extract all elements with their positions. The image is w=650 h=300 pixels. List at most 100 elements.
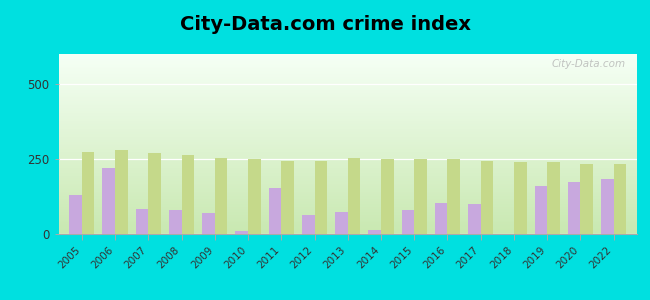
Bar [103, 168, 115, 234]
Bar [58, 110, 637, 111]
Bar [58, 198, 637, 199]
Bar [58, 151, 637, 152]
Bar [58, 70, 637, 71]
Bar [58, 137, 637, 138]
Bar [58, 126, 637, 127]
Bar [58, 85, 637, 86]
Bar [369, 230, 381, 234]
Bar [268, 188, 281, 234]
Bar [58, 156, 637, 157]
Bar [58, 130, 637, 131]
Bar [58, 201, 637, 202]
Bar [169, 210, 181, 234]
Bar [58, 106, 637, 107]
Bar [58, 74, 637, 75]
Bar [58, 82, 637, 83]
Bar [58, 132, 637, 133]
Bar [414, 159, 427, 234]
Bar [58, 118, 637, 119]
Bar [58, 123, 637, 124]
Bar [58, 145, 637, 146]
Bar [58, 92, 637, 93]
Bar [58, 166, 637, 167]
Bar [435, 202, 447, 234]
Bar [58, 122, 637, 123]
Bar [58, 55, 637, 56]
Bar [58, 56, 637, 57]
Bar [58, 80, 637, 81]
Bar [58, 67, 637, 68]
Bar [58, 144, 637, 145]
Bar [58, 88, 637, 89]
Bar [58, 60, 637, 61]
Bar [614, 164, 627, 234]
Bar [534, 186, 547, 234]
Bar [58, 54, 637, 55]
Bar [58, 193, 637, 194]
Bar [58, 213, 637, 214]
Bar [58, 189, 637, 190]
Bar [58, 57, 637, 58]
Bar [58, 212, 637, 213]
Bar [58, 71, 637, 72]
Bar [58, 192, 637, 193]
Bar [58, 157, 637, 158]
Bar [58, 142, 637, 143]
Bar [58, 112, 637, 113]
Bar [58, 135, 637, 136]
Bar [58, 69, 637, 70]
Bar [58, 73, 637, 74]
Bar [58, 68, 637, 69]
Bar [58, 158, 637, 159]
Bar [58, 93, 637, 94]
Bar [58, 186, 637, 187]
Bar [58, 83, 637, 84]
Bar [58, 180, 637, 181]
Bar [335, 212, 348, 234]
Bar [58, 101, 637, 102]
Bar [58, 185, 637, 186]
Bar [58, 202, 637, 203]
Bar [58, 223, 637, 224]
Bar [58, 85, 637, 86]
Bar [58, 63, 637, 64]
Bar [58, 75, 637, 76]
Bar [58, 131, 637, 132]
Bar [58, 59, 637, 60]
Bar [58, 225, 637, 226]
Bar [58, 170, 637, 171]
Bar [82, 152, 94, 234]
Bar [69, 195, 82, 234]
Bar [136, 208, 148, 234]
Bar [58, 227, 637, 228]
Bar [58, 209, 637, 210]
Bar [58, 107, 637, 108]
Bar [58, 146, 637, 147]
Bar [58, 215, 637, 216]
Bar [58, 178, 637, 179]
Bar [58, 216, 637, 217]
Bar [58, 220, 637, 221]
Bar [58, 86, 637, 87]
Bar [58, 148, 637, 149]
Bar [58, 174, 637, 175]
Bar [58, 219, 637, 220]
Bar [58, 233, 637, 234]
Bar [58, 160, 637, 161]
Bar [58, 117, 637, 118]
Bar [58, 162, 637, 163]
Bar [58, 184, 637, 185]
Bar [58, 116, 637, 117]
Bar [58, 102, 637, 103]
Bar [381, 159, 394, 234]
Bar [580, 164, 593, 234]
Bar [58, 61, 637, 62]
Bar [58, 231, 637, 232]
Bar [58, 153, 637, 154]
Bar [58, 175, 637, 176]
Bar [58, 163, 637, 164]
Bar [181, 154, 194, 234]
Bar [58, 138, 637, 139]
Bar [58, 208, 637, 209]
Bar [58, 199, 637, 200]
